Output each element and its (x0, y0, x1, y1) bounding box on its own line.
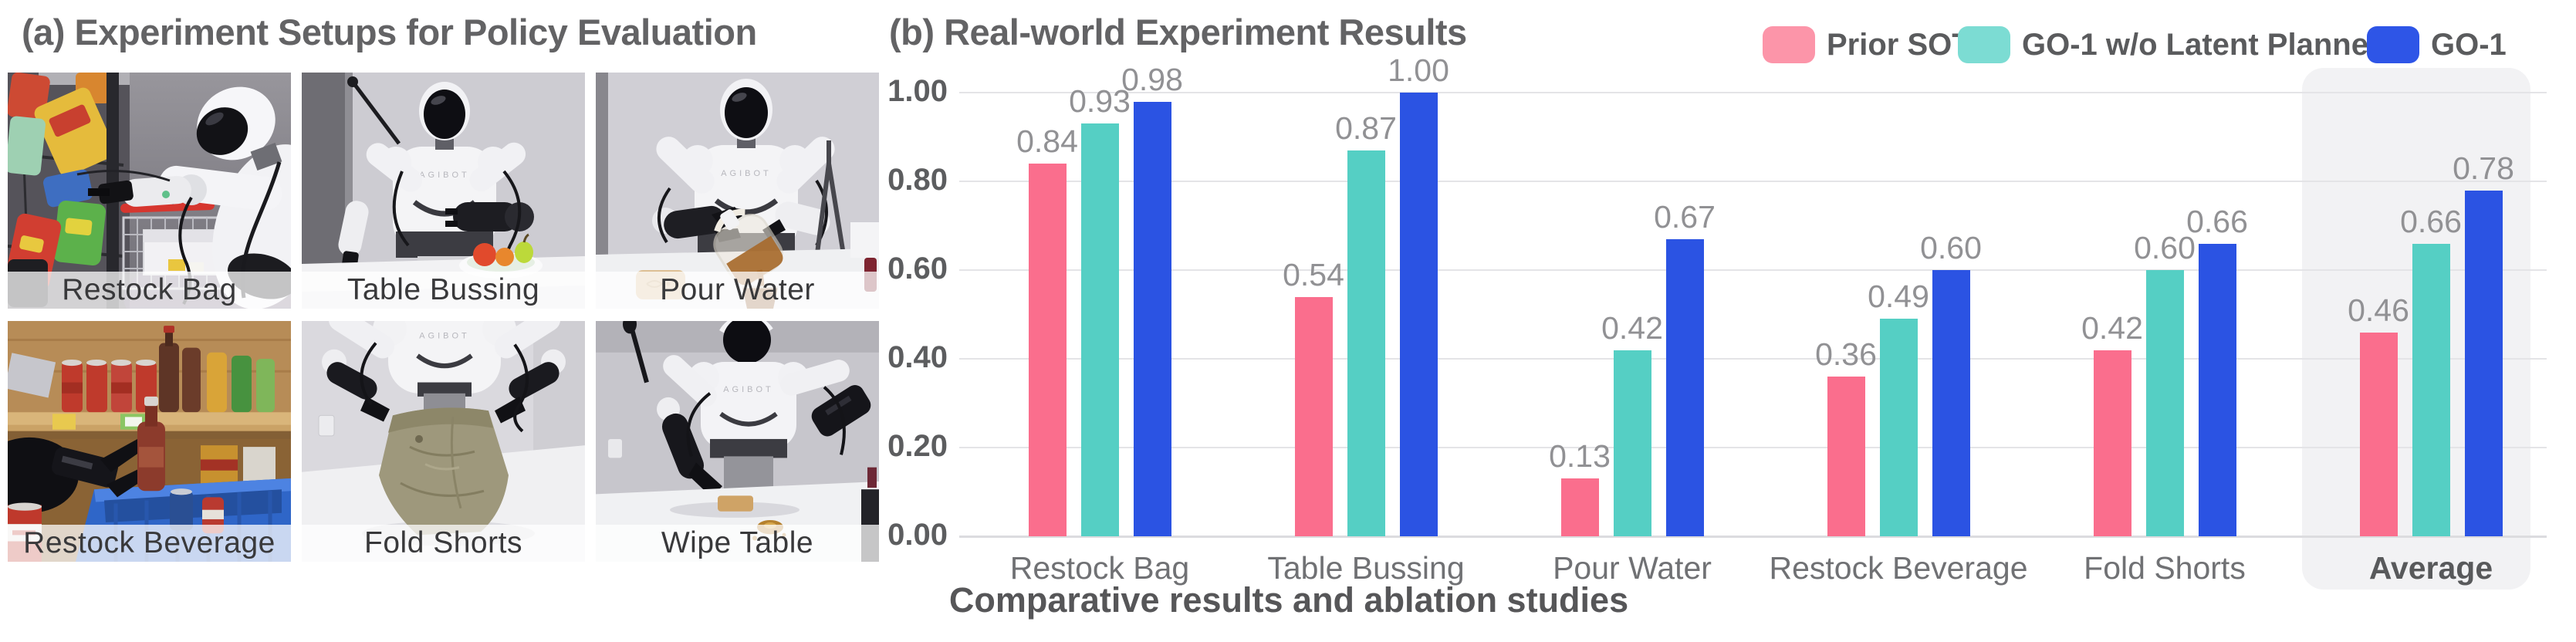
bar-average-prior-sota (2359, 332, 2398, 536)
bar-fold-shorts-go-1 (2198, 243, 2236, 536)
robot (76, 86, 291, 309)
bar-restock-bag-go-1-w-o-latent-planner (1080, 123, 1119, 536)
x-axis-label-average: Average (2368, 550, 2493, 586)
legend-item-go1: GO-1 (2367, 26, 2507, 63)
panel-a-title: (a) Experiment Setups for Policy Evaluat… (22, 12, 757, 52)
x-axis-label-fold-shorts: Fold Shorts (2084, 550, 2246, 586)
robot-brand-text: AGIBOT (419, 171, 470, 180)
robot-brand-text: AGIBOT (721, 169, 772, 178)
photo-fold-shorts: AGIBOT (302, 321, 585, 562)
value-label: 0.98 (1121, 61, 1183, 97)
photo-pour-water: AGIBOT (596, 73, 879, 309)
photo-label: Table Bussing (302, 272, 585, 309)
value-label: 0.13 (1549, 438, 1611, 475)
gridline-1.00 (959, 92, 2547, 93)
bar-fold-shorts-go-1-w-o-latent-planner (2145, 270, 2184, 536)
y-axis-tick-0.80: 0.80 (887, 163, 948, 197)
experiment-setup-photo-grid: Restock Bag AGIBOT (8, 73, 879, 562)
robot-gripper-arm (8, 396, 165, 513)
bar-restock-bag-prior-sota (1028, 164, 1067, 536)
value-label: 0.87 (1335, 110, 1397, 146)
y-axis-tick-0.60: 0.60 (887, 252, 948, 286)
gridline-0.60 (959, 269, 2547, 271)
restock-bag-scene (8, 73, 291, 309)
sponge (718, 495, 753, 512)
prior-sota-swatch (1763, 26, 1815, 63)
y-axis-tick-0.40: 0.40 (887, 340, 948, 374)
wall-outlet (318, 414, 335, 437)
value-label: 0.42 (1601, 309, 1663, 346)
gridline-0.80 (959, 181, 2547, 182)
legend-label: GO-1 w/o Latent Planner (2022, 27, 2381, 62)
bar-restock-bag-go-1 (1133, 101, 1171, 536)
gridline-0.40 (959, 358, 2547, 360)
value-label: 0.67 (1654, 198, 1716, 235)
photo-table-bussing: AGIBOT (302, 73, 585, 309)
wall-outlet (608, 438, 622, 458)
y-axis-tick-0.20: 0.20 (887, 429, 948, 463)
bar-table-bussing-prior-sota (1294, 296, 1333, 536)
x-axis-label-restock-bag: Restock Bag (1009, 550, 1190, 586)
x-axis-label-pour-water: Pour Water (1553, 550, 1712, 586)
y-axis-tick-0.00: 0.00 (887, 518, 948, 552)
bar-table-bussing-go-1 (1399, 93, 1438, 536)
bar-fold-shorts-prior-sota (2093, 350, 2131, 536)
shorts (379, 407, 509, 536)
photo-wipe-table: AGIBOT (596, 321, 879, 562)
value-label: 1.00 (1388, 52, 1449, 88)
go1-wo-latent-planner-swatch (1958, 26, 2010, 63)
legend-item-go1-wo-latent-planner: GO-1 w/o Latent Planner (1958, 26, 2381, 63)
value-label: 0.66 (2186, 203, 2248, 239)
go1-swatch (2367, 26, 2419, 63)
legend-item-prior-sota: Prior SOTA (1763, 26, 1991, 63)
value-label: 0.54 (1283, 256, 1344, 292)
photo-label: Fold Shorts (302, 525, 585, 562)
photo-restock-beverage: Restock Beverage (8, 321, 291, 562)
chart-caption: Comparative results and ablation studies (948, 580, 1629, 620)
bar-restock-beverage-go-1 (1932, 270, 1970, 536)
bar-pour-water-go-1-w-o-latent-planner (1613, 350, 1651, 536)
x-axis-label-restock-beverage: Restock Beverage (1769, 550, 2028, 586)
x-axis-label-table-bussing: Table Bussing (1267, 550, 1465, 586)
value-label: 0.46 (2348, 292, 2409, 328)
gridline-0.20 (959, 447, 2547, 448)
value-label: 0.36 (1815, 336, 1877, 372)
legend-label: GO-1 (2431, 27, 2507, 62)
bar-pour-water-prior-sota (1560, 478, 1599, 536)
value-label: 0.60 (2134, 230, 2196, 265)
photo-label: Restock Beverage (8, 525, 291, 562)
gridline-0.00 (959, 536, 2547, 538)
bar-average-go-1 (2464, 190, 2503, 536)
value-label: 0.78 (2453, 150, 2514, 186)
panel-b-title: (b) Real-world Experiment Results (889, 12, 1467, 52)
value-label: 0.66 (2400, 203, 2462, 239)
y-axis-tick-1.00: 1.00 (887, 74, 948, 108)
bar-average-go-1-w-o-latent-planner (2412, 243, 2450, 536)
value-label: 0.42 (2081, 309, 2143, 346)
bar-pour-water-go-1 (1665, 238, 1704, 536)
value-label: 0.84 (1016, 123, 1078, 159)
bar-restock-beverage-prior-sota (1827, 377, 1865, 536)
value-label: 0.60 (1920, 230, 1982, 265)
bar-table-bussing-go-1-w-o-latent-planner (1347, 150, 1385, 536)
photo-label: Wipe Table (596, 525, 879, 562)
value-label: 0.93 (1069, 83, 1131, 120)
photo-restock-bag: Restock Bag (8, 73, 291, 309)
bar-restock-beverage-go-1-w-o-latent-planner (1879, 319, 1918, 536)
photo-label: Restock Bag (8, 272, 291, 309)
value-label: 0.49 (1868, 279, 1929, 315)
tripod (814, 140, 847, 260)
wipe-table-scene: AGIBOT (596, 321, 879, 562)
robot-brand-text: AGIBOT (723, 385, 774, 394)
snack-shelf (8, 73, 124, 307)
photo-label: Pour Water (596, 272, 879, 309)
robot-brand-text: AGIBOT (419, 331, 470, 340)
